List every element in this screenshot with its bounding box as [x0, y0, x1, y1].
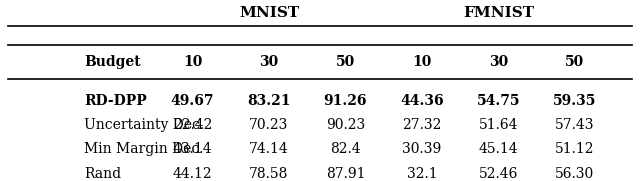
Text: 27.32: 27.32 [403, 118, 442, 132]
Text: 50: 50 [565, 55, 584, 69]
Text: 49.67: 49.67 [171, 94, 214, 108]
Text: 30: 30 [489, 55, 508, 69]
Text: 44.36: 44.36 [400, 94, 444, 108]
Text: 59.35: 59.35 [553, 94, 596, 108]
Text: 57.43: 57.43 [555, 118, 595, 132]
Text: 51.64: 51.64 [479, 118, 518, 132]
Text: Rand: Rand [84, 167, 122, 181]
Text: 56.30: 56.30 [556, 167, 595, 181]
Text: MNIST: MNIST [239, 6, 299, 20]
Text: 45.14: 45.14 [479, 142, 518, 156]
Text: 78.58: 78.58 [250, 167, 289, 181]
Text: 83.21: 83.21 [247, 94, 291, 108]
Text: 30: 30 [259, 55, 278, 69]
Text: 50: 50 [336, 55, 355, 69]
Text: 74.14: 74.14 [249, 142, 289, 156]
Text: 82.4: 82.4 [330, 142, 361, 156]
Text: 32.1: 32.1 [406, 167, 437, 181]
Text: 52.46: 52.46 [479, 167, 518, 181]
Text: Budget: Budget [84, 55, 141, 69]
Text: 10: 10 [412, 55, 431, 69]
Text: 30.39: 30.39 [403, 142, 442, 156]
Text: RD-DPP: RD-DPP [84, 94, 147, 108]
Text: 70.23: 70.23 [250, 118, 289, 132]
Text: Min Margin Dec.: Min Margin Dec. [84, 142, 204, 156]
Text: 87.91: 87.91 [326, 167, 365, 181]
Text: 10: 10 [183, 55, 202, 69]
Text: 91.26: 91.26 [324, 94, 367, 108]
Text: 54.75: 54.75 [477, 94, 520, 108]
Text: 51.12: 51.12 [555, 142, 595, 156]
Text: FMNIST: FMNIST [463, 6, 534, 20]
Text: 44.12: 44.12 [173, 167, 212, 181]
Text: 43.14: 43.14 [173, 142, 212, 156]
Text: Uncertainty Dec.: Uncertainty Dec. [84, 118, 204, 132]
Text: 22.42: 22.42 [173, 118, 212, 132]
Text: 90.23: 90.23 [326, 118, 365, 132]
